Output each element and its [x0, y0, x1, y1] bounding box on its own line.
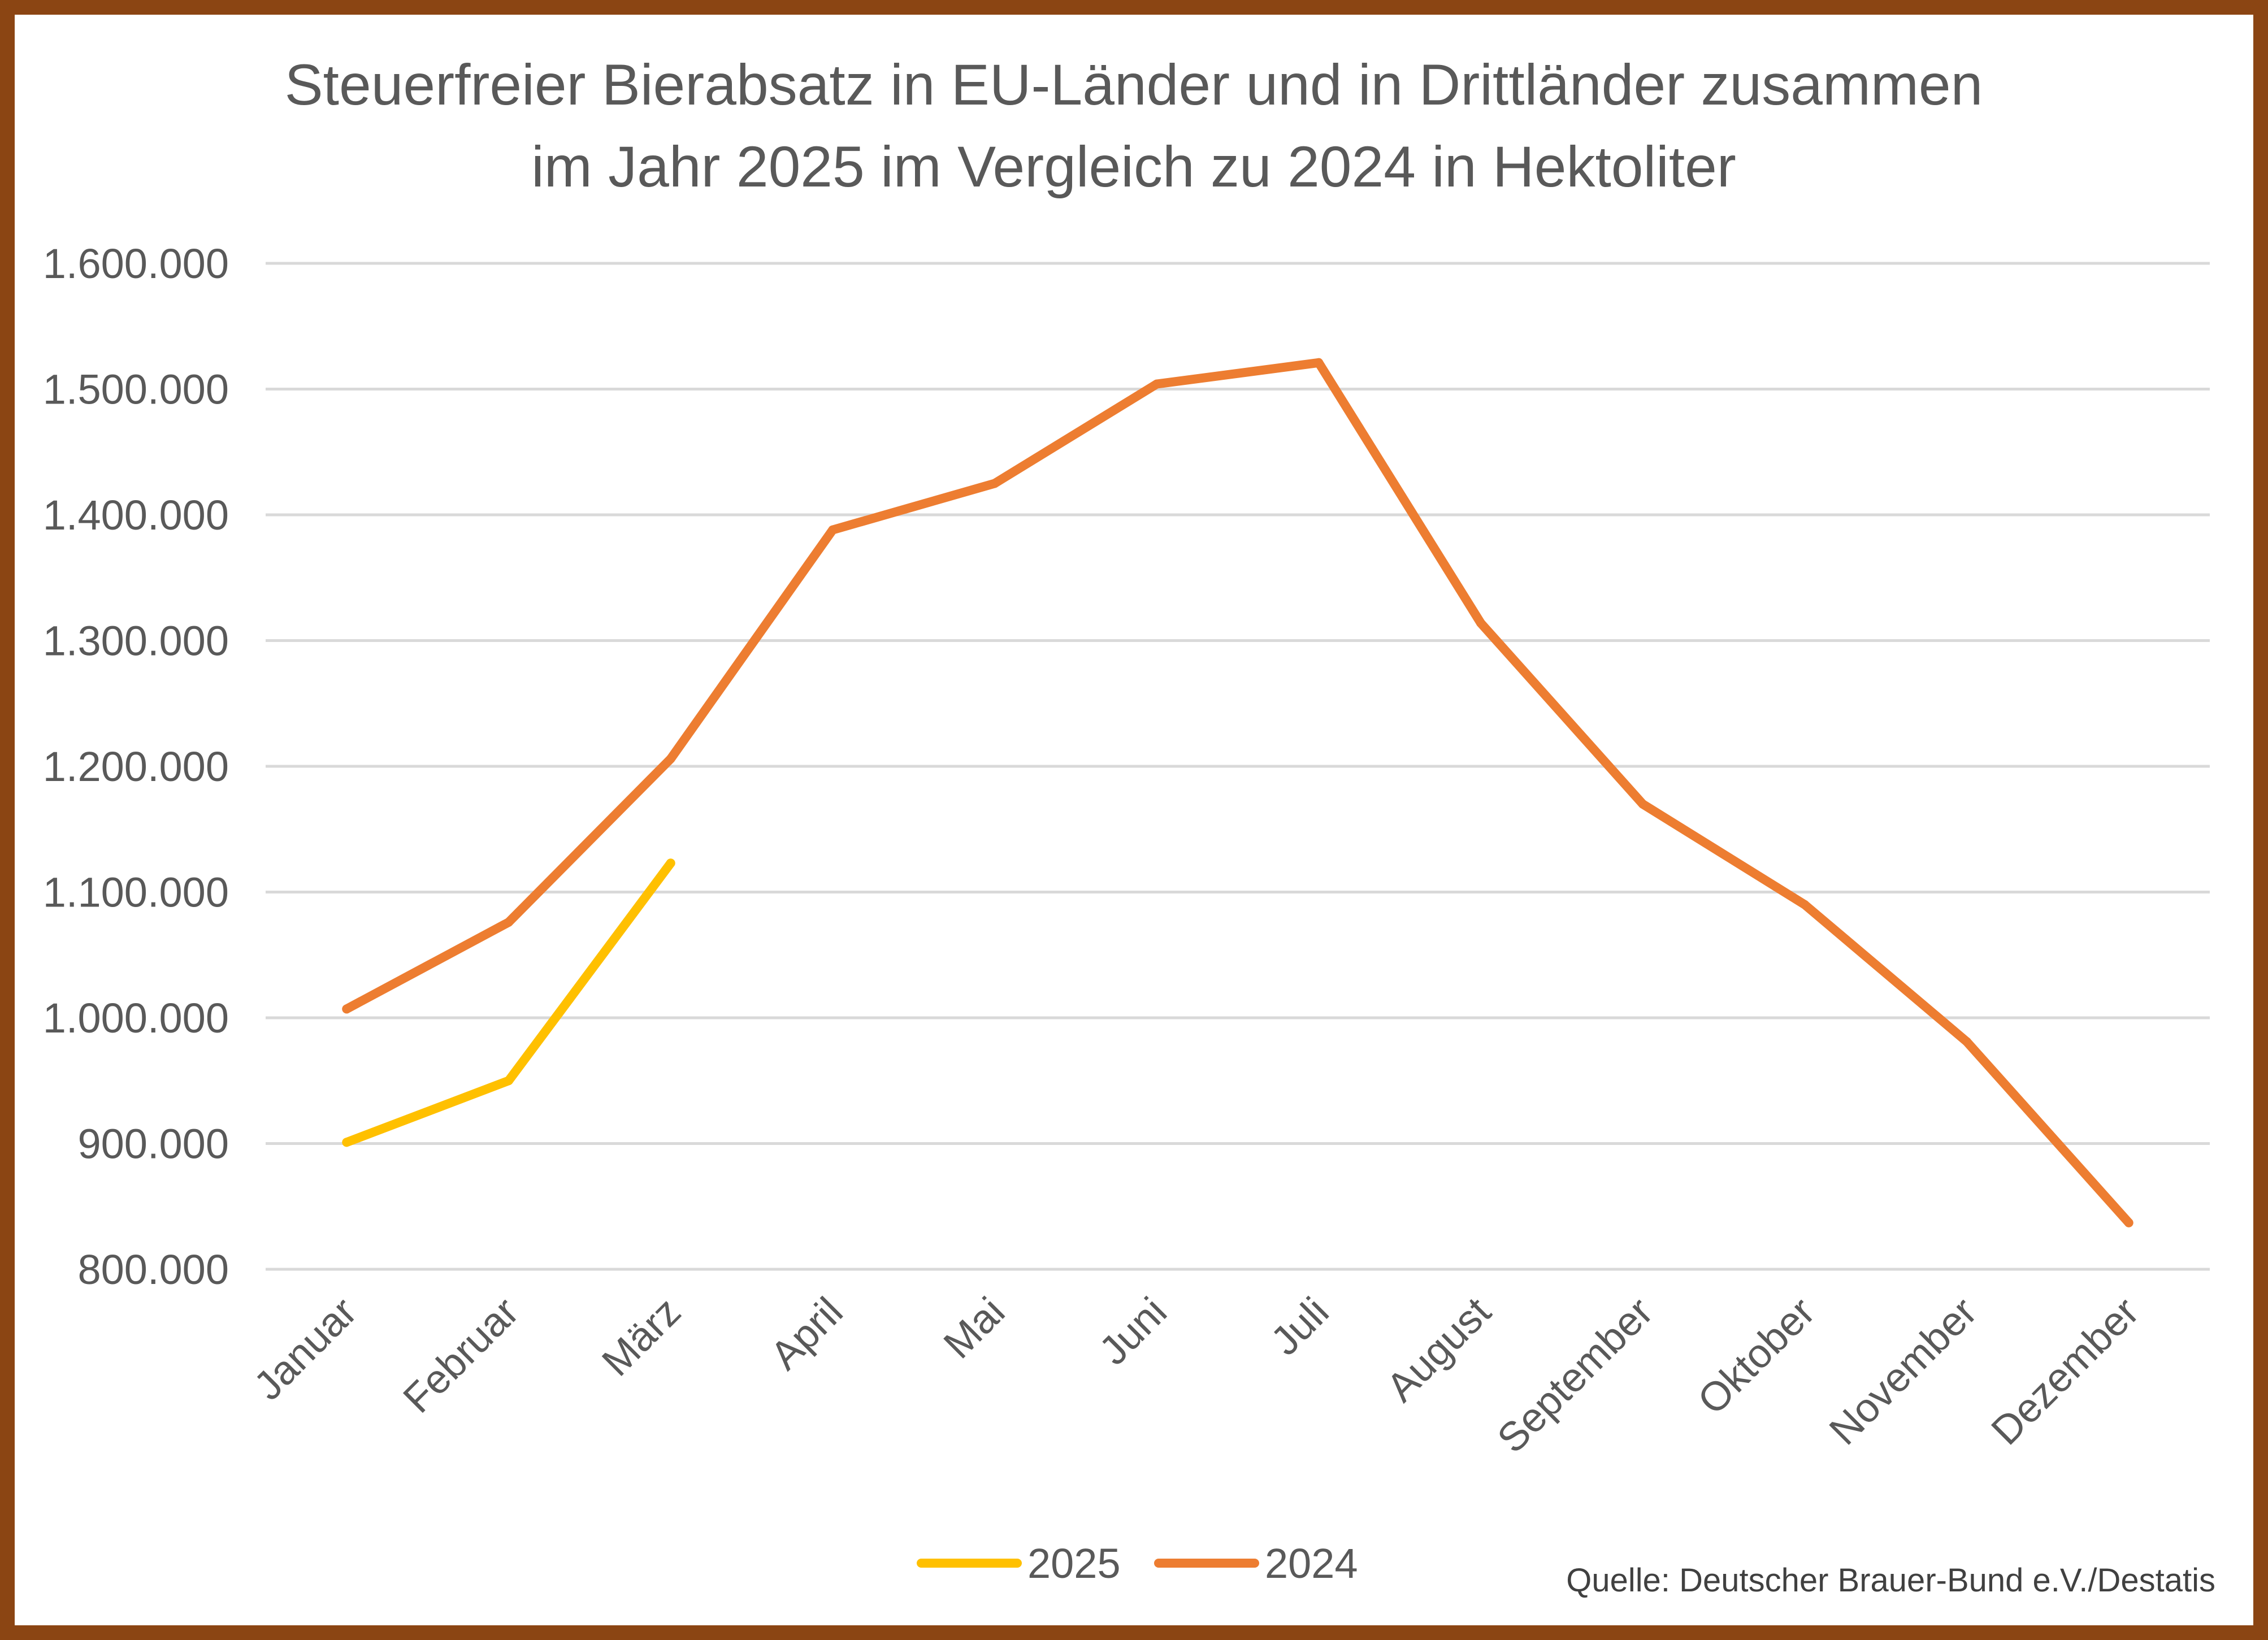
legend: 2025 2024 [917, 1540, 1358, 1587]
data-point-2024 [342, 1004, 352, 1014]
legend-label-2025: 2025 [1027, 1540, 1121, 1587]
data-point-2024 [2124, 1218, 2133, 1227]
x-tick-label: Juni [1091, 1289, 1176, 1374]
data-point-2024 [1152, 379, 1161, 389]
x-axis-tick-labels: Januar Februar März April Mai Juni Juli AugustS… [245, 1289, 2148, 1462]
chart-title-line-2: im Jahr 2025 im Vergleich zu 2024 in Hek… [531, 135, 1736, 199]
x-tick-label: März [593, 1289, 689, 1385]
x-tick-label: Februar [394, 1289, 527, 1422]
data-point-2024 [1476, 618, 1485, 628]
x-tick-label: April [762, 1289, 851, 1378]
y-tick-label: 1.100.000 [43, 869, 229, 916]
legend-label-2024: 2024 [1265, 1540, 1358, 1587]
y-tick-label: 800.000 [78, 1246, 229, 1293]
x-tick-label: August [1378, 1289, 1499, 1411]
y-tick-label: 1.300.000 [43, 618, 229, 665]
x-tick-label: November [1821, 1289, 1985, 1454]
x-tick-label: Juli [1263, 1289, 1338, 1364]
data-point-2024 [828, 525, 838, 535]
data-point-2024 [1800, 900, 1810, 909]
data-point-2024 [1638, 799, 1647, 809]
y-tick-label: 1.400.000 [43, 492, 229, 539]
x-tick-label: Oktober [1689, 1289, 1824, 1424]
x-tick-label: September [1489, 1289, 1662, 1462]
y-tick-label: 1.500.000 [43, 366, 229, 413]
data-point-2025 [666, 858, 675, 868]
y-tick-label: 1.200.000 [43, 743, 229, 790]
y-tick-label: 1.600.000 [43, 240, 229, 287]
x-tick-label: Dezember [1983, 1289, 2148, 1454]
data-point-2024 [504, 917, 513, 927]
y-tick-label: 1.000.000 [43, 995, 229, 1042]
data-point-2024 [666, 754, 675, 763]
y-axis-tick-labels: 800.000 900.000 1.000.000 1.100.000 1.200.00… [43, 240, 229, 1293]
data-point-2024 [1314, 358, 1324, 367]
data-point-2025 [504, 1076, 513, 1086]
series-line-2025 [342, 858, 675, 1147]
chart-title-line-1: Steuerfreier Bierabsatz in EU-Länder und… [285, 53, 1983, 117]
data-point-2025 [342, 1138, 352, 1147]
source-note: Quelle: Deutscher Brauer-Bund e.V./Desta… [1566, 1562, 2215, 1599]
y-tick-label: 900.000 [78, 1121, 229, 1168]
series-line-2024 [342, 358, 2133, 1227]
data-point-2024 [990, 479, 999, 488]
gridlines [266, 262, 2210, 1271]
chart-title: Steuerfreier Bierabsatz in EU-Länder und… [285, 53, 1983, 199]
x-tick-label: Januar [245, 1289, 365, 1409]
data-point-2024 [1962, 1037, 1971, 1047]
series-lines [342, 358, 2133, 1227]
x-tick-label: Mai [935, 1289, 1014, 1368]
